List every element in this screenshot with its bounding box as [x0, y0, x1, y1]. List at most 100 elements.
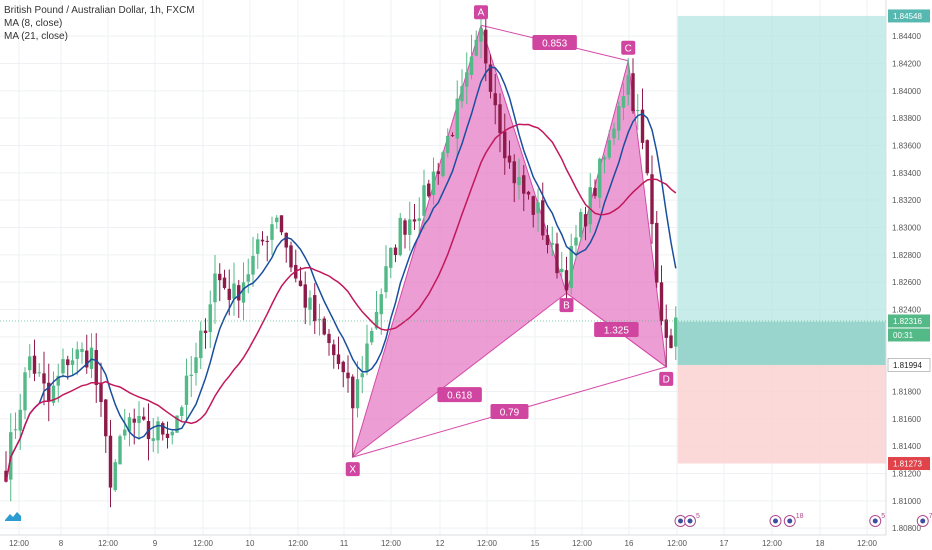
candle-body: [189, 374, 193, 376]
candle-body: [336, 354, 341, 365]
price-label-entry[interactable]: [887, 358, 931, 372]
candle-body: [574, 237, 578, 246]
ratio-badge[interactable]: [532, 35, 577, 50]
x-tick-label: 12: [436, 539, 445, 548]
x-tick-label: 12:00: [477, 539, 498, 548]
point-badge[interactable]: [621, 40, 636, 55]
legend: British Pound / Australian Dollar, 1h, F…: [4, 4, 195, 43]
ma-fast-label[interactable]: MA (8, close): [4, 18, 63, 29]
candle-body: [579, 212, 583, 238]
point-badge[interactable]: [559, 298, 574, 313]
candle-body: [640, 109, 645, 143]
candle-body: [607, 140, 611, 158]
candle-body: [393, 247, 398, 256]
y-tick-label: 1.83800: [892, 114, 921, 123]
x-tick-label: 12:00: [9, 539, 30, 548]
open-pnl-zone[interactable]: [677, 321, 893, 365]
candle-body: [199, 330, 203, 359]
candle-body: [384, 266, 388, 293]
point-badge[interactable]: [659, 371, 674, 386]
candle-body: [298, 280, 303, 287]
time-axis[interactable]: [0, 535, 932, 550]
candle-body: [669, 335, 673, 348]
ratio-badge[interactable]: [594, 322, 639, 337]
x-tick-label: 12:00: [98, 539, 119, 548]
candle-body: [175, 415, 179, 433]
ma-fast-line: [5, 66, 677, 482]
price-label-target[interactable]: [888, 9, 930, 23]
candle-body: [85, 350, 89, 368]
candle-body: [66, 359, 70, 366]
x-tick-label: 17: [720, 539, 729, 548]
target-zone[interactable]: [677, 15, 893, 365]
candle-body: [612, 128, 616, 139]
candle-body: [655, 222, 659, 283]
candle-body: [569, 246, 573, 288]
candle-body: [47, 382, 51, 402]
candle-body: [593, 188, 597, 196]
candle-body: [545, 235, 550, 245]
y-tick-label: 1.81000: [892, 497, 921, 506]
candle-body: [113, 462, 117, 491]
price-label-countdown[interactable]: [888, 328, 930, 342]
event-count: 5: [881, 513, 885, 520]
candle-body: [256, 239, 260, 254]
position-tool[interactable]: [677, 15, 893, 464]
candle-body: [465, 72, 469, 87]
candle-body: [127, 417, 132, 432]
ratio-badge[interactable]: [490, 404, 529, 419]
price-label-stop[interactable]: [888, 457, 930, 471]
point-label: B: [563, 301, 570, 312]
candle-body: [232, 283, 236, 299]
price-label-text: 1.81273: [893, 460, 922, 469]
point-badge[interactable]: [474, 5, 488, 20]
candle-body: [208, 304, 212, 333]
stop-zone[interactable]: [677, 364, 893, 464]
candle-body: [132, 418, 136, 423]
candle-body: [598, 158, 602, 198]
x-tick-label: 12:00: [193, 539, 214, 548]
candle-body: [365, 343, 369, 372]
candle-body: [631, 73, 635, 112]
point-badge[interactable]: [345, 462, 360, 477]
candle-body: [645, 140, 649, 174]
candle-body: [184, 375, 189, 405]
events[interactable]: 5 18 5 7: [674, 513, 932, 527]
candle-body: [108, 435, 113, 488]
candle-body: [650, 174, 654, 225]
tradingview-logo-icon[interactable]: [4, 510, 22, 522]
candle-body: [664, 319, 668, 338]
candle-body: [341, 361, 345, 373]
candle-body: [289, 245, 293, 268]
candle-body: [275, 217, 279, 223]
ratio-label: 0.618: [447, 391, 472, 402]
ma-slow-label[interactable]: MA (21, close): [4, 31, 68, 42]
y-tick-label: 1.81200: [892, 470, 921, 479]
candle-body: [75, 349, 79, 359]
y-tick-label: 1.82600: [892, 278, 921, 287]
candle-body: [279, 215, 284, 233]
pattern-labels[interactable]: 0.853 0.618 1.325 0.79 X A B C D: [345, 5, 674, 477]
candle-body: [403, 220, 407, 235]
symbol-title[interactable]: British Pound / Australian Dollar, 1h, F…: [4, 5, 195, 16]
y-tick-label: 1.83600: [892, 142, 921, 151]
candle-body: [588, 187, 592, 225]
candle-body: [493, 93, 497, 106]
x-tick-label: 12:00: [857, 539, 878, 548]
candle-body: [422, 185, 426, 216]
candle-body: [412, 219, 417, 222]
candle-body: [260, 239, 265, 242]
moving-averages: [5, 66, 677, 482]
price-label-current[interactable]: [888, 314, 930, 328]
candle-body: [99, 382, 103, 403]
point-label: X: [349, 465, 356, 476]
ratio-badge[interactable]: [437, 387, 482, 403]
candle-body: [431, 171, 436, 196]
candle-body: [450, 135, 455, 137]
candle-body: [322, 318, 326, 335]
candle-body: [351, 376, 355, 409]
candle-body: [104, 399, 108, 437]
